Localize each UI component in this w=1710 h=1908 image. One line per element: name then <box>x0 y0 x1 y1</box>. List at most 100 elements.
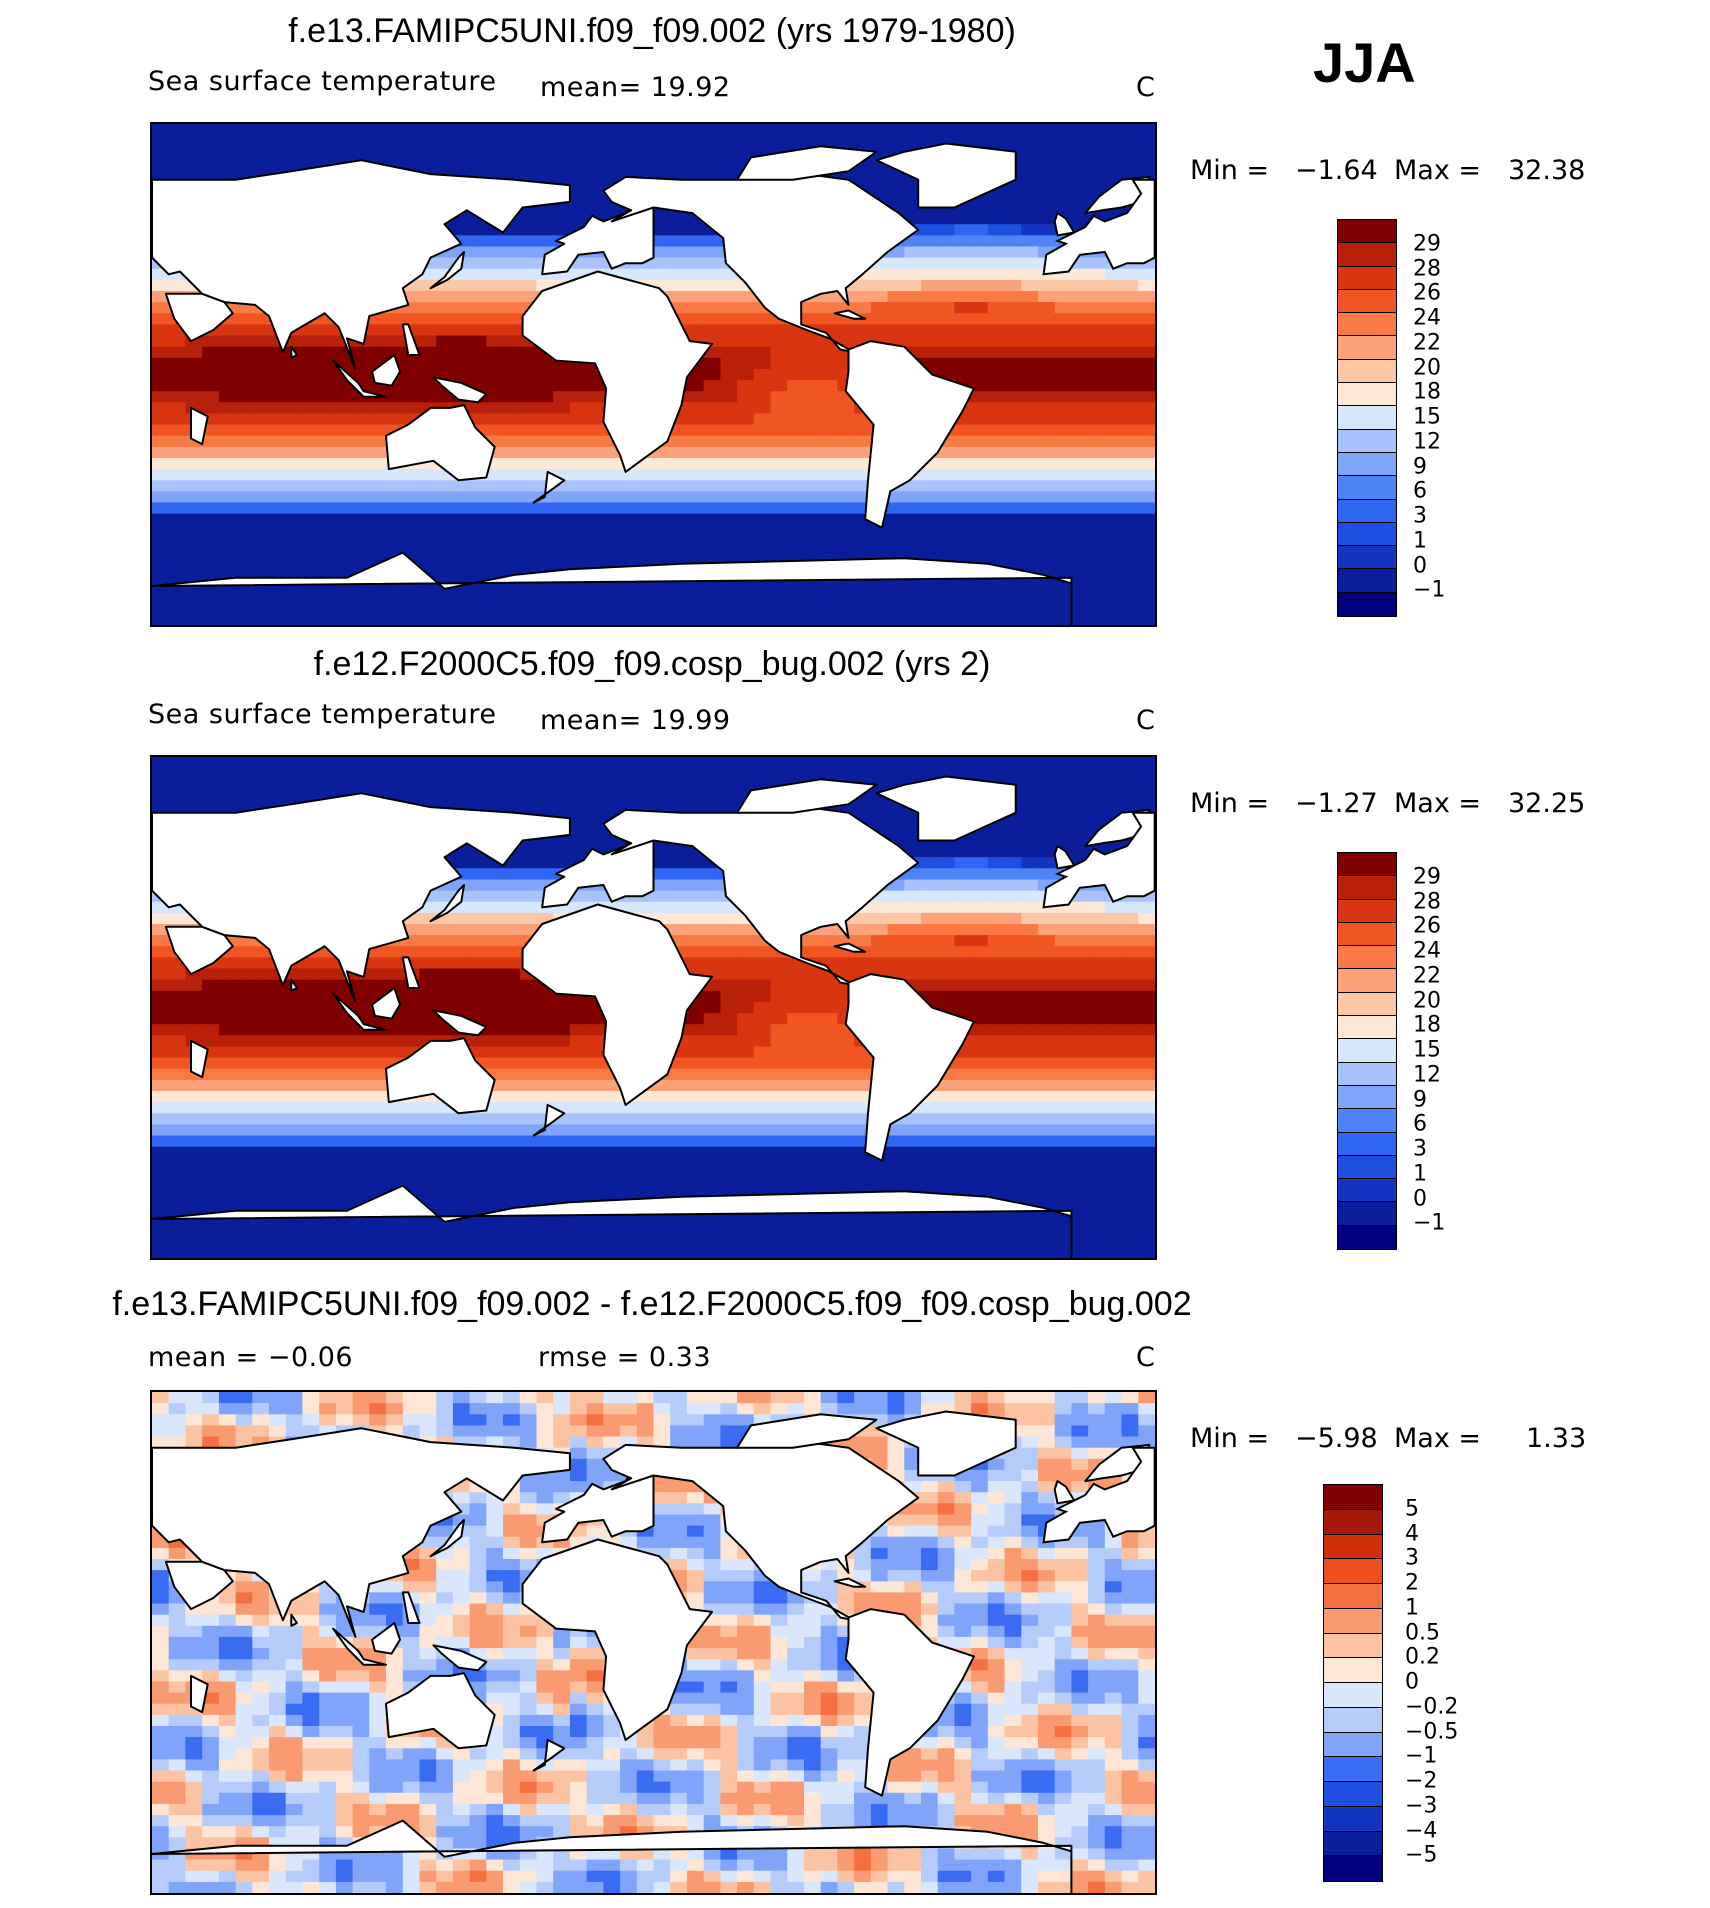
panel1-min-label: Min = <box>1190 155 1270 186</box>
panel2-colorbar <box>1337 852 1397 1250</box>
colorbar-tick-label: 9 <box>1413 454 1427 479</box>
land-polygon <box>152 1184 1073 1258</box>
colorbar-tick-label: −0.2 <box>1405 1694 1459 1720</box>
colorbar-tick-label: 28 <box>1413 889 1441 914</box>
colorbar-tick-label: 24 <box>1413 938 1441 964</box>
land-polygon <box>844 340 975 529</box>
colorbar-tick-label: 0 <box>1413 1186 1427 1211</box>
colorbar-tick-label: 15 <box>1413 1037 1441 1063</box>
panel2-min-label: Min = <box>1190 788 1270 819</box>
panel2-variable: Sea surface temperature <box>148 699 497 730</box>
colorbar-swatch <box>1338 899 1396 923</box>
colorbar-swatch <box>1324 1559 1382 1584</box>
land-polygon <box>833 1577 867 1588</box>
colorbar-swatch <box>1338 313 1396 337</box>
land-polygon <box>432 1644 488 1672</box>
land-polygon <box>401 956 421 989</box>
land-polygon <box>833 309 867 320</box>
colorbar-swatch <box>1324 1806 1382 1832</box>
land-polygon <box>532 470 566 504</box>
land-polygon <box>290 978 298 992</box>
land-polygon <box>429 1519 465 1558</box>
colorbar-tick-label: −2 <box>1405 1768 1438 1794</box>
panel3-colorbar <box>1323 1484 1383 1882</box>
colorbar-swatch <box>1338 336 1396 360</box>
panel3-map <box>150 1390 1157 1895</box>
colorbar-tick-label: 22 <box>1413 330 1441 356</box>
colorbar-tick-label: 29 <box>1413 231 1441 257</box>
land-polygon <box>371 987 401 1020</box>
colorbar-swatch <box>1324 1608 1382 1634</box>
colorbar-tick-label: −1 <box>1413 1210 1446 1236</box>
colorbar-tick-label: 3 <box>1413 1136 1427 1162</box>
colorbar-swatch <box>1338 1179 1396 1203</box>
colorbar-tick-label: 6 <box>1413 1111 1427 1137</box>
panel2-map <box>150 755 1157 1260</box>
colorbar-swatch <box>1338 243 1396 267</box>
panel1-map <box>150 122 1157 627</box>
land-polygon <box>532 1738 566 1772</box>
colorbar-swatch <box>1324 1856 1382 1881</box>
land-polygon <box>332 1627 387 1666</box>
colorbar-swatch <box>1338 969 1396 993</box>
continents <box>152 1410 1155 1893</box>
colorbar-swatch <box>1338 1225 1396 1249</box>
land-polygon <box>152 1819 1073 1893</box>
colorbar-swatch <box>1338 476 1396 500</box>
colorbar-swatch <box>1338 946 1396 970</box>
colorbar-tick-label: 5 <box>1405 1496 1419 1522</box>
colorbar-swatch <box>1324 1509 1382 1535</box>
land-polygon <box>332 359 387 398</box>
panel3-min-label: Min = <box>1190 1423 1270 1454</box>
panel1-title: f.e13.FAMIPC5UNI.f09_f09.002 (yrs 1979-1… <box>288 12 1016 50</box>
colorbar-swatch <box>1338 499 1396 523</box>
colorbar-tick-label: 26 <box>1413 280 1441 306</box>
colorbar-swatch <box>1338 1039 1396 1063</box>
land-polygon <box>152 551 1073 625</box>
land-polygon <box>429 251 465 290</box>
colorbar-tick-label: 24 <box>1413 305 1441 331</box>
panel1-min-value: −1.64 <box>1295 155 1378 186</box>
colorbar-swatch <box>1338 383 1396 407</box>
colorbar-swatch <box>1338 1062 1396 1086</box>
land-polygon <box>1042 178 1155 276</box>
land-polygon <box>602 1441 920 1622</box>
land-polygon <box>152 1427 571 1638</box>
colorbar-tick-label: 12 <box>1413 429 1441 455</box>
panel1-variable: Sea surface temperature <box>148 66 497 97</box>
land-polygon <box>385 404 496 482</box>
colorbar-tick-label: 3 <box>1413 503 1427 529</box>
colorbar-tick-label: 29 <box>1413 864 1441 890</box>
land-polygon <box>875 775 1017 842</box>
panel3-units: C <box>1136 1342 1156 1373</box>
colorbar-swatch <box>1324 1485 1382 1510</box>
colorbar-tick-label: 20 <box>1413 355 1441 380</box>
colorbar-swatch <box>1338 1132 1396 1156</box>
land-polygon <box>875 1410 1017 1477</box>
colorbar-tick-label: 18 <box>1413 379 1441 405</box>
colorbar-swatch <box>1338 592 1396 616</box>
colorbar-swatch <box>1324 1782 1382 1807</box>
land-polygon <box>736 1413 878 1449</box>
colorbar-swatch <box>1338 569 1396 593</box>
colorbar-tick-label: 2 <box>1405 1570 1419 1596</box>
land-polygon <box>401 323 421 356</box>
colorbar-swatch <box>1338 1085 1396 1110</box>
colorbar-tick-label: 3 <box>1405 1545 1419 1571</box>
panel2-max-value: 32.25 <box>1508 788 1586 819</box>
colorbar-swatch <box>1338 1109 1396 1133</box>
colorbar-swatch <box>1338 1016 1396 1040</box>
colorbar-swatch <box>1324 1633 1382 1659</box>
colorbar-tick-label: 4 <box>1405 1521 1419 1546</box>
colorbar-tick-label: 20 <box>1413 988 1441 1013</box>
land-polygon <box>1042 811 1155 909</box>
colorbar-swatch <box>1324 1658 1382 1683</box>
panel3-min-value: −5.98 <box>1295 1423 1378 1454</box>
colorbar-swatch <box>1338 266 1396 290</box>
panel3-title: f.e13.FAMIPC5UNI.f09_f09.002 - f.e12.F20… <box>112 1285 1192 1323</box>
colorbar-tick-label: −1 <box>1405 1743 1438 1769</box>
land-polygon <box>521 1538 713 1741</box>
continents <box>152 142 1155 625</box>
land-polygon <box>736 778 878 814</box>
colorbar-tick-label: 6 <box>1413 478 1427 504</box>
